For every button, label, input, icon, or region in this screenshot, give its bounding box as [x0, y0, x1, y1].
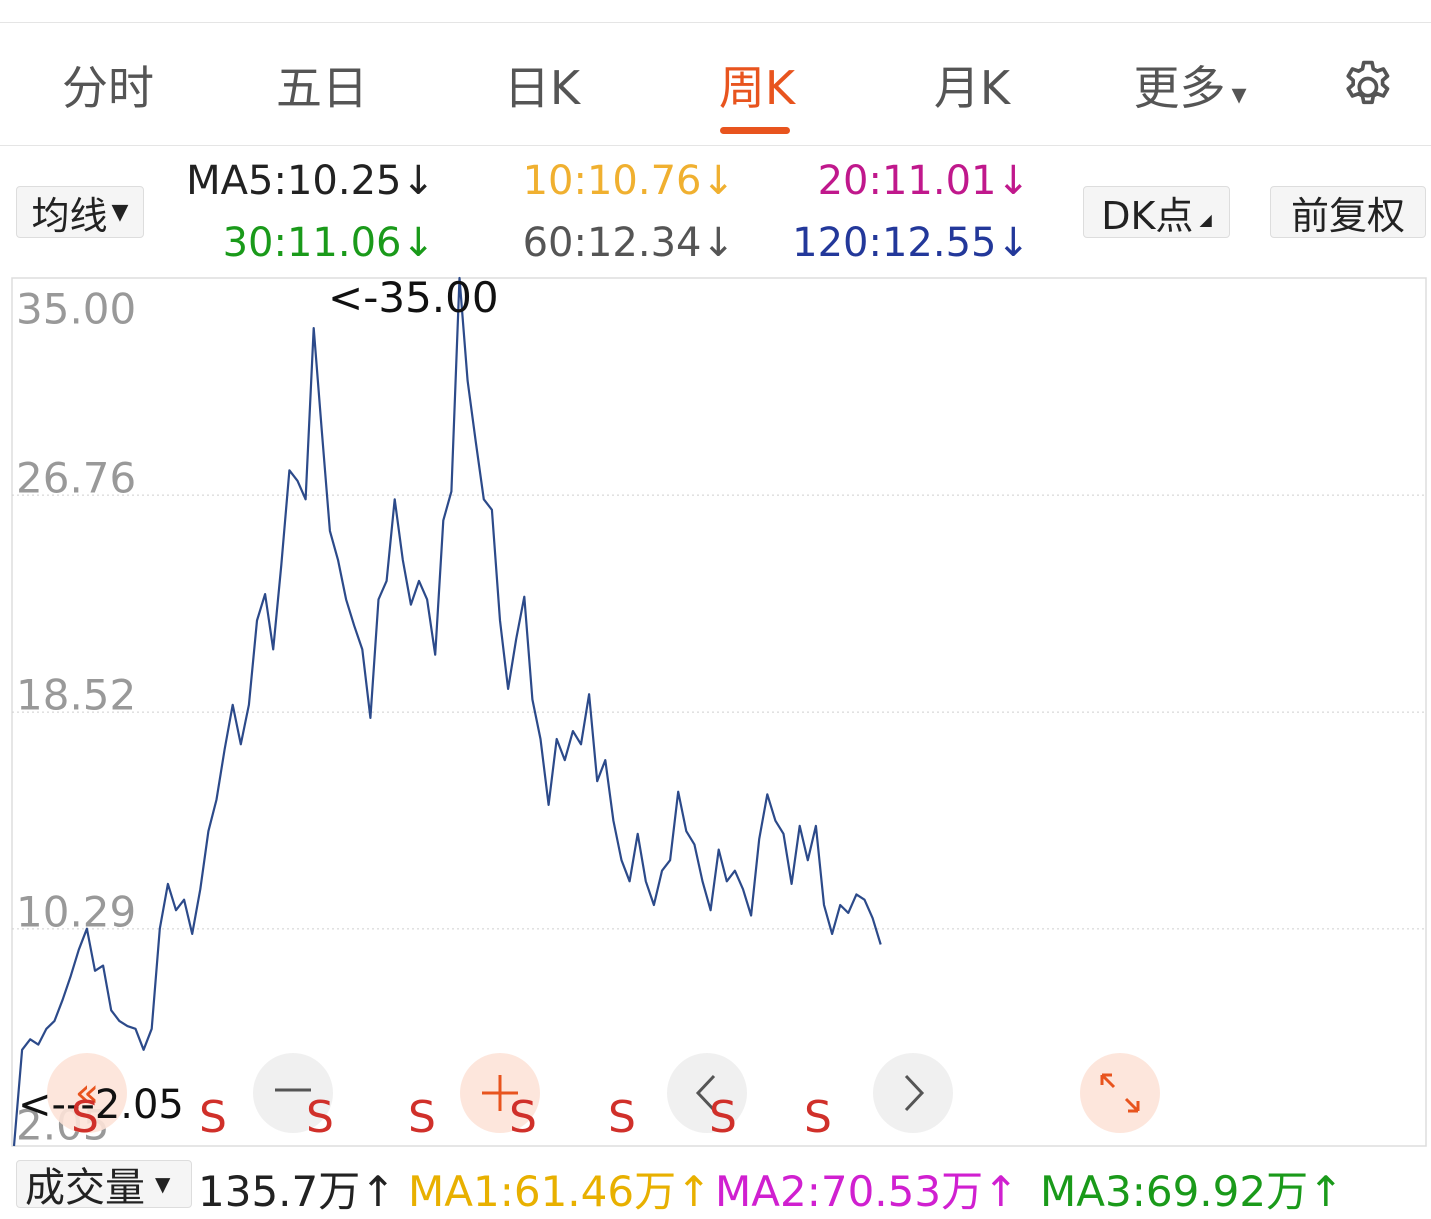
ma-value: 120:12.55↓	[792, 220, 1030, 266]
tab[interactable]: 日K	[503, 61, 581, 115]
tab-indicator	[720, 127, 790, 134]
top-divider	[0, 22, 1431, 23]
tab[interactable]: 周K	[718, 61, 796, 115]
volume-value: MA2:70.53万↑	[715, 1167, 1019, 1216]
sell-signal: S	[199, 1092, 227, 1143]
y-tick-label: 10.29	[16, 887, 136, 936]
ma-value: MA5:10.25↓	[186, 158, 435, 204]
tab-more-wrapper[interactable]: 更多 ▾	[1133, 52, 1246, 118]
volume-value: 135.7万↑	[198, 1167, 396, 1216]
next-button[interactable]	[873, 1053, 953, 1133]
jump-start-icon: «	[75, 1070, 99, 1116]
dk-button[interactable]: DK点 ◢	[1083, 186, 1230, 238]
y-tick-label: 26.76	[16, 454, 136, 503]
dropdown-arrow: ▾	[1231, 77, 1247, 112]
prev-icon	[695, 1074, 716, 1112]
sell-signal: S	[306, 1092, 334, 1143]
tab[interactable]: 分时	[62, 61, 154, 115]
dropdown-arrow: ▼	[111, 199, 129, 225]
button-label: 前复权	[1290, 193, 1405, 238]
sell-signal: S	[804, 1092, 832, 1143]
ma-value: 20:11.01↓	[817, 158, 1030, 204]
next-icon	[904, 1074, 925, 1112]
jump-start-button[interactable]	[47, 1053, 127, 1133]
button-label: DK点	[1101, 193, 1194, 238]
ma-selector-label: 均线	[31, 193, 108, 238]
tab[interactable]: 月K	[933, 61, 1011, 115]
settings-icon[interactable]	[1336, 55, 1400, 119]
ma-value: 30:11.06↓	[222, 220, 435, 266]
dropdown-arrow: ▼	[155, 1172, 171, 1196]
adjust-button[interactable]: 前复权	[1270, 186, 1426, 238]
tab: 更多	[1133, 61, 1226, 115]
volume-selector-label: 成交量	[25, 1165, 145, 1211]
sell-signal: S	[408, 1092, 436, 1143]
volume-value: MA3:69.92万↑	[1040, 1167, 1344, 1216]
ma-value: 60:12.34↓	[522, 220, 735, 266]
overlay-buttons: «	[47, 1053, 1160, 1133]
sell-signal: S	[71, 1092, 99, 1143]
sell-signal: S	[709, 1092, 737, 1143]
tab[interactable]: 五日	[276, 61, 368, 115]
price-line	[12, 276, 882, 1147]
sell-signal: S	[608, 1092, 636, 1143]
min-annotation: <---2.05	[18, 1082, 184, 1128]
tab-divider	[0, 145, 1431, 146]
zoom-in-icon	[482, 1075, 518, 1111]
sell-signal: S	[509, 1092, 537, 1143]
fullscreen-button[interactable]	[1080, 1053, 1160, 1133]
fullscreen-icon	[1100, 1073, 1140, 1113]
y-tick-label: 18.52	[16, 671, 136, 720]
volume-value: MA1:61.46万↑	[408, 1167, 712, 1216]
prev-button[interactable]	[667, 1053, 747, 1133]
ma-value: 10:10.76↓	[522, 158, 735, 204]
corner-arrow: ◢	[1199, 210, 1212, 229]
max-annotation: <-35.00	[328, 273, 499, 322]
ma-selector[interactable]: 均线 ▼	[16, 186, 144, 238]
y-tick-label: 35.00	[16, 285, 136, 334]
zoom-out-button[interactable]	[253, 1053, 333, 1133]
